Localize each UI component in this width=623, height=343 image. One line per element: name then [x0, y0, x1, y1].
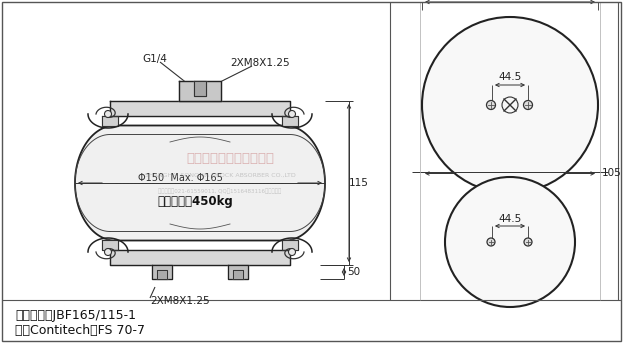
Polygon shape — [282, 116, 298, 126]
Text: 50: 50 — [348, 267, 361, 277]
Text: 对应Contitech：FS 70-7: 对应Contitech：FS 70-7 — [15, 323, 145, 336]
Polygon shape — [228, 265, 248, 279]
Circle shape — [288, 110, 295, 118]
Polygon shape — [179, 81, 221, 101]
Text: 44.5: 44.5 — [498, 214, 521, 224]
Text: Φ150  Max. Φ165: Φ150 Max. Φ165 — [138, 173, 222, 183]
Polygon shape — [152, 265, 172, 279]
Text: 2XM8X1.25: 2XM8X1.25 — [230, 58, 290, 68]
Text: G1/4: G1/4 — [143, 54, 168, 64]
Circle shape — [524, 238, 532, 246]
Circle shape — [487, 238, 495, 246]
Circle shape — [523, 100, 533, 109]
Circle shape — [422, 17, 598, 193]
Polygon shape — [110, 250, 290, 265]
Text: 产品型号：JBF165/115-1: 产品型号：JBF165/115-1 — [15, 308, 136, 321]
Polygon shape — [102, 116, 118, 126]
Text: 115: 115 — [349, 178, 369, 188]
Circle shape — [98, 126, 182, 210]
Text: 最大承载：450kg: 最大承载：450kg — [157, 194, 233, 208]
Polygon shape — [157, 270, 167, 279]
Polygon shape — [233, 270, 243, 279]
Text: 联系电话：021-61559011, QQ：1516483116，微信同号: 联系电话：021-61559011, QQ：1516483116，微信同号 — [158, 188, 282, 194]
Circle shape — [105, 248, 112, 256]
Polygon shape — [110, 101, 290, 116]
Text: 44.5: 44.5 — [498, 72, 521, 82]
Polygon shape — [75, 126, 325, 240]
Text: 2XM8X1.25: 2XM8X1.25 — [150, 296, 210, 306]
Text: 105: 105 — [602, 168, 622, 178]
Text: SHANGHAI SONGXIA SHOCK ABSORBER CO.,LTD: SHANGHAI SONGXIA SHOCK ABSORBER CO.,LTD — [145, 173, 295, 177]
Text: 上海松夏减震器有限公司: 上海松夏减震器有限公司 — [186, 152, 274, 165]
Polygon shape — [194, 81, 206, 96]
Circle shape — [445, 177, 575, 307]
Circle shape — [487, 100, 495, 109]
Circle shape — [105, 110, 112, 118]
Circle shape — [288, 248, 295, 256]
Polygon shape — [102, 240, 118, 250]
Polygon shape — [282, 240, 298, 250]
